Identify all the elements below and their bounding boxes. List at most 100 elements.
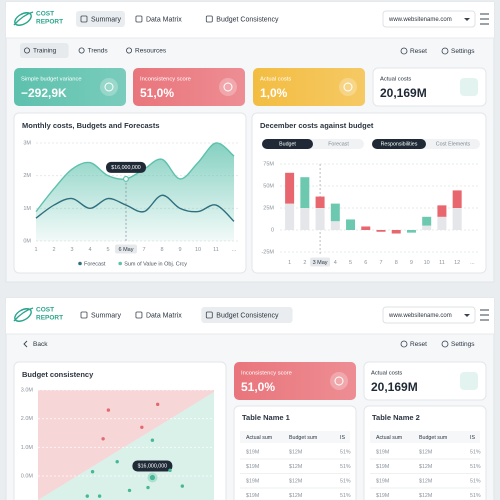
line bbox=[35, 142, 235, 213]
kpi-icon bbox=[104, 82, 114, 92]
tab-icon bbox=[205, 311, 213, 319]
reset-icon bbox=[400, 340, 408, 348]
logo-text: REPORT bbox=[36, 19, 63, 26]
reset-button[interactable]: Reset bbox=[410, 341, 427, 348]
x-tick-label: ... bbox=[232, 247, 237, 253]
nav-tab[interactable]: Budget Consistency bbox=[216, 16, 279, 23]
legend-swatch bbox=[118, 261, 122, 266]
scatter-point bbox=[115, 460, 119, 464]
kpi-label: Simple budget variance bbox=[21, 77, 82, 83]
table-cell: $19M bbox=[246, 449, 259, 455]
kpi-icon bbox=[334, 376, 344, 386]
reset-button[interactable]: Reset bbox=[410, 48, 427, 55]
tab-icon bbox=[205, 15, 213, 23]
table-card bbox=[233, 405, 357, 500]
kpi-label: Actual costs bbox=[260, 77, 291, 83]
scatter-point bbox=[106, 408, 111, 412]
caret bbox=[464, 314, 470, 317]
bar-segment bbox=[346, 219, 356, 230]
bar-segment bbox=[422, 225, 432, 230]
nav-tab[interactable]: Data Matrix bbox=[146, 312, 182, 319]
legend-label: Sum of Value in Obj. Crcy bbox=[124, 261, 187, 267]
chart-title: Budget consistency bbox=[22, 370, 94, 379]
line bbox=[35, 194, 235, 222]
subtab-active-bg bbox=[20, 43, 69, 58]
bar-segment bbox=[300, 208, 310, 230]
subtab[interactable]: Training bbox=[33, 48, 57, 55]
toggle[interactable]: Forecast bbox=[328, 142, 349, 148]
x-tick-label: 2 bbox=[52, 247, 55, 253]
legend-label: Forecast bbox=[84, 261, 106, 267]
y-tick-label: 75M bbox=[263, 161, 274, 167]
table-cell: $19M bbox=[376, 478, 389, 484]
nav-tab[interactable]: Summary bbox=[91, 312, 121, 319]
back-icon bbox=[23, 340, 28, 348]
reset-icon bbox=[400, 47, 408, 55]
subtab[interactable]: Trends bbox=[88, 48, 109, 55]
settings-button[interactable]: Settings bbox=[451, 48, 475, 55]
kpi-icon bbox=[330, 372, 348, 390]
scatter-point bbox=[150, 438, 155, 442]
table-cell: 51% bbox=[340, 478, 351, 484]
toggle[interactable]: Responsibilities bbox=[381, 142, 418, 148]
x-tick-label: 8 bbox=[395, 260, 398, 266]
x-tick-label: 6 May bbox=[119, 247, 134, 253]
y-tick-label: 3.0M bbox=[21, 387, 34, 393]
table-cell: $12M bbox=[419, 478, 432, 484]
bar-segment bbox=[315, 196, 325, 208]
kpi-value: −292,9K bbox=[21, 86, 67, 100]
table-header: Actual sum bbox=[376, 435, 403, 441]
scatter-point bbox=[180, 484, 185, 488]
scatter-point bbox=[155, 402, 160, 407]
table-header: Budget sum bbox=[419, 435, 448, 441]
logo-text: REPORT bbox=[36, 315, 63, 322]
table-cell: $12M bbox=[289, 449, 302, 455]
kpi-value: 51,0% bbox=[140, 86, 174, 100]
toggle[interactable]: Budget bbox=[279, 142, 296, 148]
settings-icon bbox=[441, 47, 449, 55]
scatter-point bbox=[101, 437, 105, 441]
table-header: Budget sum bbox=[289, 435, 318, 441]
toggle[interactable]: Cost Elements bbox=[436, 142, 471, 148]
logo-text: COST bbox=[36, 307, 54, 314]
nav-tab[interactable]: Summary bbox=[91, 16, 121, 23]
table-header: IS bbox=[340, 435, 345, 441]
tooltip: $16,000,000 bbox=[138, 464, 168, 470]
bar-segment bbox=[330, 203, 340, 222]
table-cell: 51% bbox=[340, 464, 351, 470]
nav-tab[interactable]: Data Matrix bbox=[146, 16, 182, 23]
bar-segment bbox=[376, 230, 386, 232]
site-select[interactable] bbox=[382, 10, 476, 28]
x-tick-label: 5 bbox=[106, 247, 109, 253]
y-tick-label: -25M bbox=[261, 249, 274, 255]
chart-card bbox=[13, 361, 227, 500]
table-cell: $12M bbox=[419, 449, 432, 455]
logo-icon bbox=[13, 307, 34, 322]
area bbox=[36, 142, 234, 241]
back-button[interactable]: Back bbox=[33, 341, 48, 348]
table-title: Table Name 1 bbox=[242, 413, 290, 422]
y-tick-label: 1M bbox=[23, 206, 31, 212]
x-tick-label: 12 bbox=[454, 260, 460, 266]
scatter-point bbox=[85, 494, 89, 498]
nav-tab[interactable]: Budget Consistency bbox=[216, 312, 279, 319]
scatter-point bbox=[127, 488, 132, 493]
bar-segment bbox=[406, 230, 416, 233]
table-title: Table Name 2 bbox=[372, 413, 420, 422]
site-select[interactable] bbox=[382, 306, 476, 324]
x-tick-label: 1 bbox=[34, 247, 37, 253]
subtab[interactable]: Resources bbox=[135, 48, 167, 55]
table-cell: $19M bbox=[376, 464, 389, 470]
table-cell: $12M bbox=[289, 493, 302, 499]
scatter-point bbox=[149, 474, 155, 481]
x-tick-label: 6 bbox=[364, 260, 367, 266]
kpi-value: 20,169M bbox=[380, 86, 427, 100]
kpi-icon bbox=[219, 78, 237, 96]
y-tick-label: 25M bbox=[263, 205, 274, 211]
x-tick-label: ... bbox=[470, 260, 475, 266]
settings-button[interactable]: Settings bbox=[451, 341, 475, 348]
tab-icon bbox=[80, 311, 88, 319]
x-tick-label: 7 bbox=[142, 247, 145, 253]
y-tick-label: 0 bbox=[271, 227, 274, 233]
chart-card bbox=[251, 112, 487, 274]
